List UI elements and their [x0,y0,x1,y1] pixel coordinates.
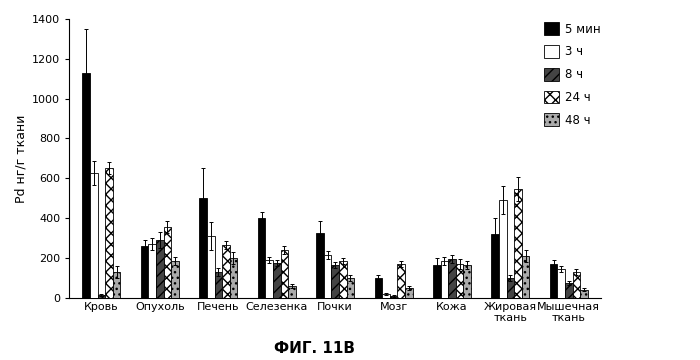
Bar [105,168,113,298]
Bar [507,278,514,298]
Bar [514,189,522,298]
Bar [573,272,580,298]
Bar [83,73,90,298]
Bar [316,233,324,298]
Bar [499,200,507,298]
Legend: 5 мин, 3 ч, 8 ч, 24 ч, 48 ч: 5 мин, 3 ч, 8 ч, 24 ч, 48 ч [543,22,601,127]
Bar [199,198,207,298]
Bar [214,272,222,298]
Bar [491,234,499,298]
Bar [90,173,98,298]
Bar [141,246,148,298]
Y-axis label: Pd нг/г ткани: Pd нг/г ткани [15,114,28,203]
Bar [398,264,405,298]
Bar [382,294,390,298]
Bar [374,278,382,298]
Bar [456,264,463,298]
Bar [346,278,354,298]
Bar [230,258,237,298]
Bar [156,240,164,298]
Bar [522,256,529,298]
Bar [265,260,273,298]
Bar [288,286,295,298]
Bar [339,261,346,298]
Bar [164,227,172,298]
Text: ФИГ. 11В: ФИГ. 11В [274,341,356,356]
Bar [281,250,288,298]
Bar [550,264,557,298]
Bar [113,272,120,298]
Bar [448,259,456,298]
Bar [580,290,588,298]
Bar [331,265,339,298]
Bar [440,261,448,298]
Bar [324,255,331,298]
Bar [565,283,573,298]
Bar [433,265,440,298]
Bar [463,265,471,298]
Bar [390,296,398,298]
Bar [98,294,105,298]
Bar [172,261,179,298]
Bar [557,269,565,298]
Bar [273,263,281,298]
Bar [222,245,230,298]
Bar [207,236,214,298]
Bar [258,218,265,298]
Bar [148,244,156,298]
Bar [405,288,412,298]
